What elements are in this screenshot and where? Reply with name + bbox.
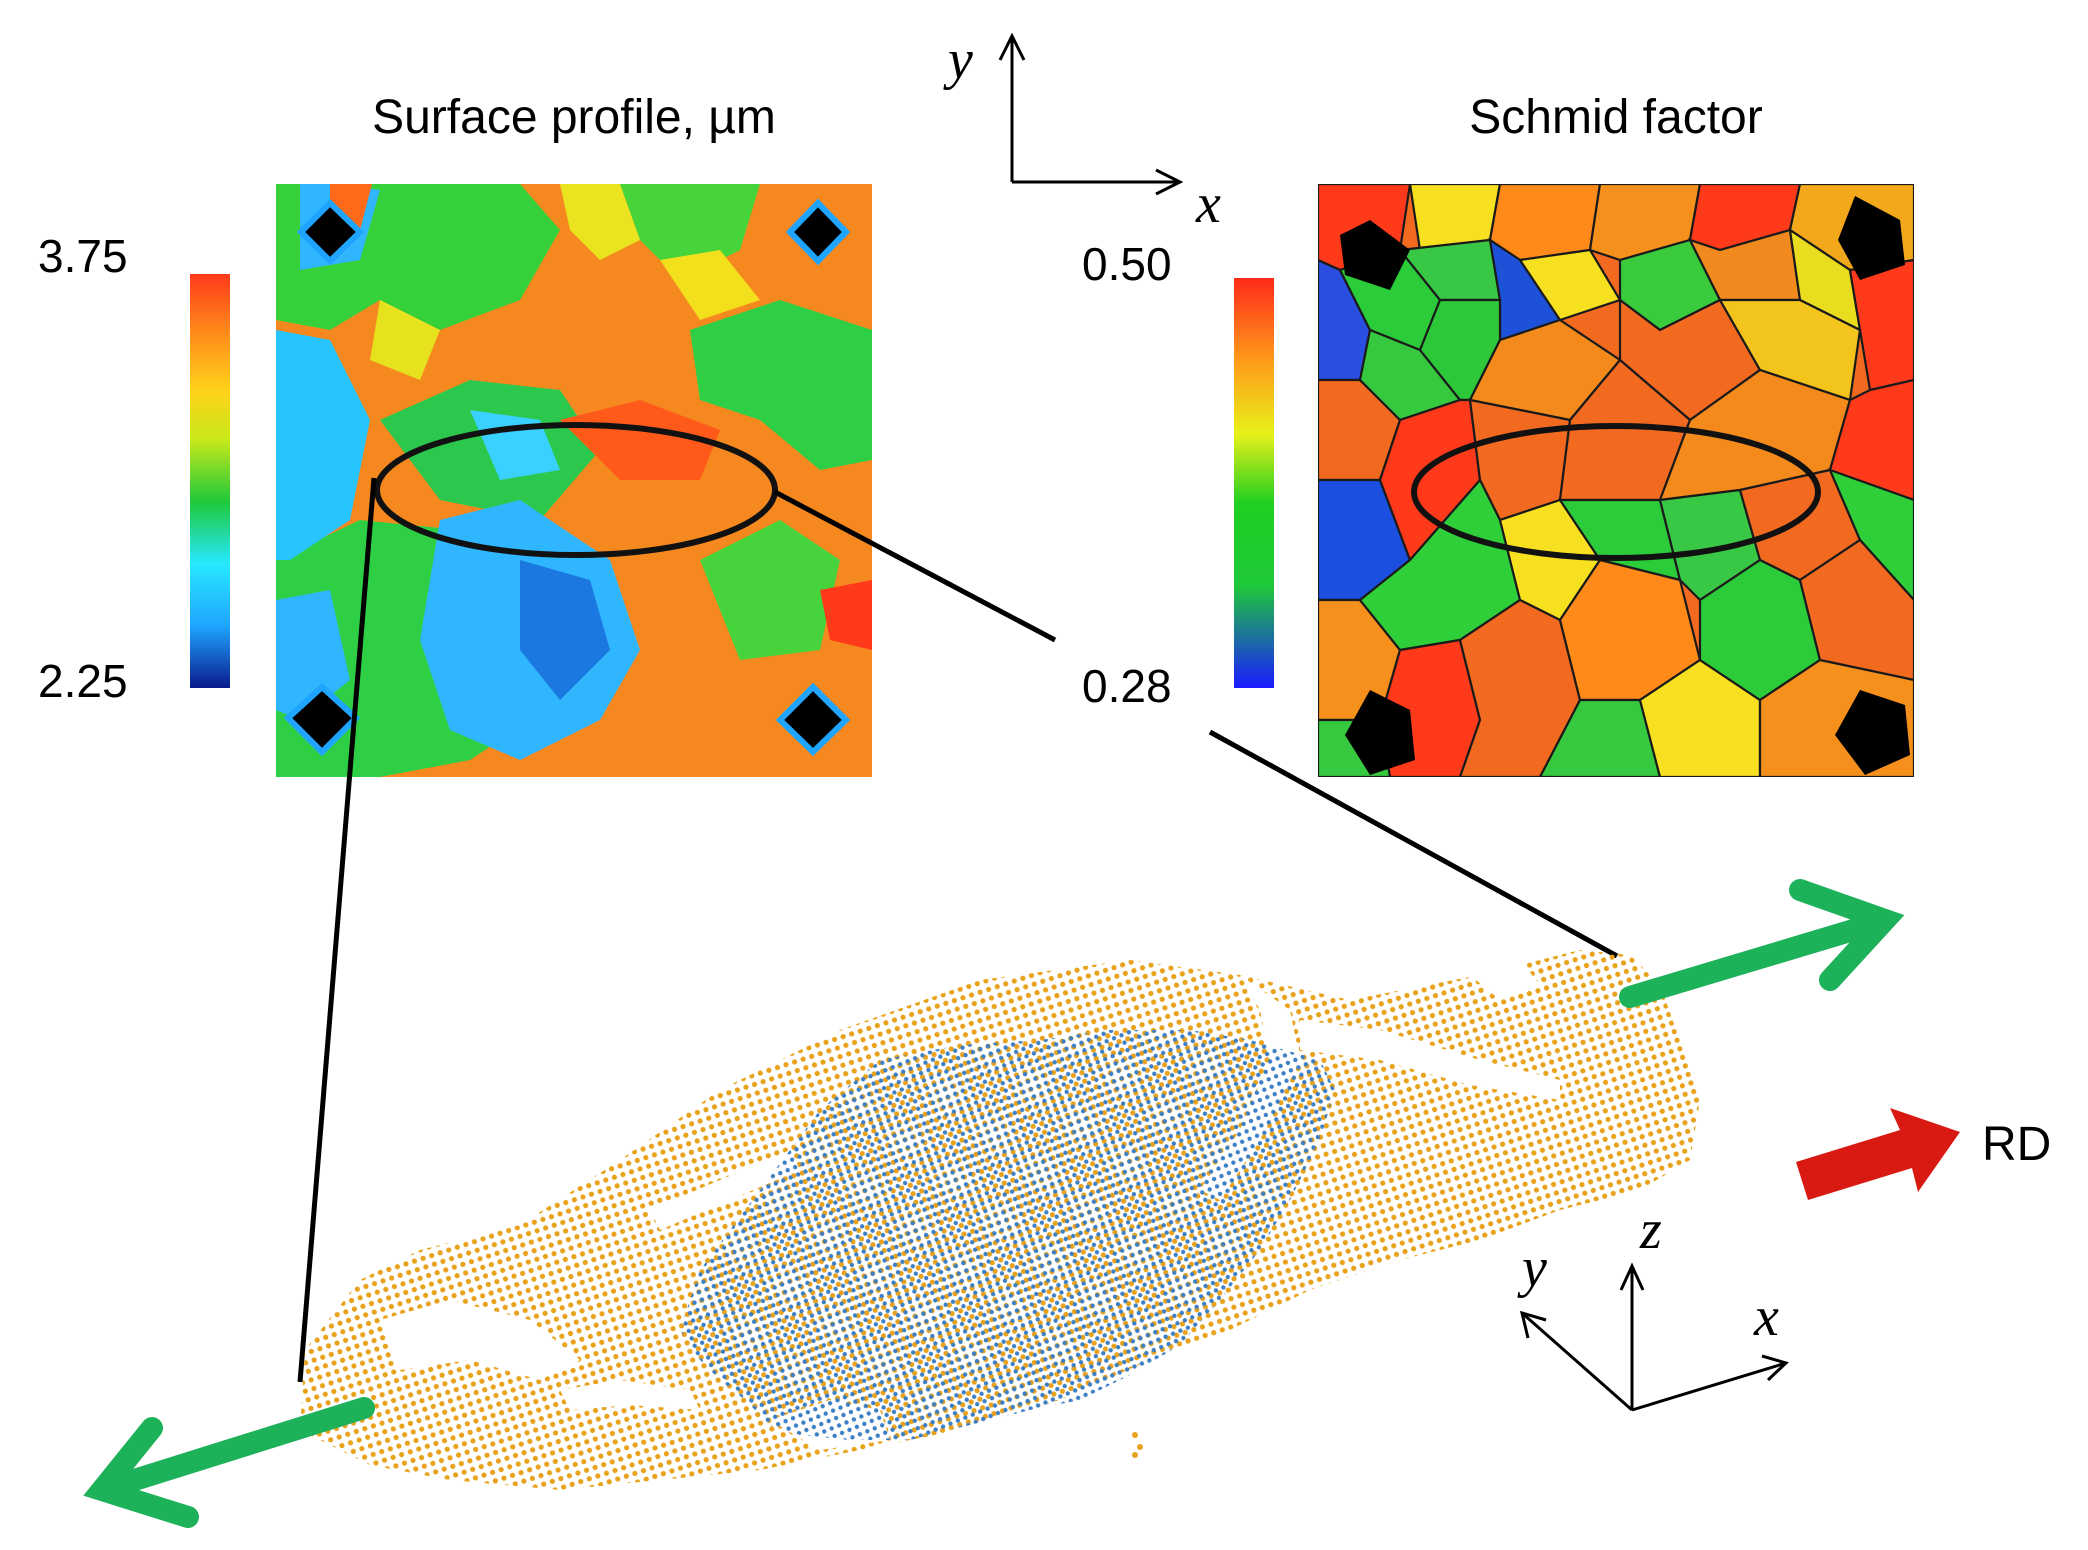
surface-colorbar-max: 3.75 xyxy=(38,230,128,282)
region-ellipse-schmid xyxy=(1411,423,1821,561)
axis-3d-x-label: x xyxy=(1753,1286,1779,1348)
axes-2d-indicator xyxy=(998,32,1184,196)
axis-2d-y-label: y xyxy=(943,29,973,91)
surface-profile-map xyxy=(276,184,872,777)
indent-marks-schmid xyxy=(1340,196,1910,775)
axis-3d-y-label: y xyxy=(1517,1237,1547,1299)
rolling-direction-label: RD xyxy=(1982,1118,2051,1171)
rolling-direction-arrow xyxy=(1796,1108,1960,1200)
surface-profile-title: Surface profile, µm xyxy=(372,91,776,144)
schmid-colorbar-max: 0.50 xyxy=(1082,238,1172,290)
schmid-colorbar-min: 0.28 xyxy=(1082,660,1172,712)
schmid-factor-title: Schmid factor xyxy=(1469,91,1762,144)
grain-point-cloud xyxy=(300,950,1700,1490)
inner-grain-points xyxy=(680,1030,1335,1440)
load-arrow-right xyxy=(1619,879,1905,1008)
axes-3d-indicator xyxy=(1519,1262,1789,1412)
axis-3d-z-label: z xyxy=(1639,1199,1662,1261)
region-ellipse-surface xyxy=(374,422,778,558)
load-arrow-left xyxy=(83,1397,375,1528)
schmid-colorbar xyxy=(1234,278,1274,688)
axis-2d-x-label: x xyxy=(1195,173,1221,235)
zoom-connector-lines xyxy=(297,477,1619,1383)
surface-colorbar-min: 2.25 xyxy=(38,655,128,707)
schmid-factor-map xyxy=(1318,184,1914,777)
indent-marks-surface xyxy=(283,198,851,757)
surface-colorbar xyxy=(190,274,230,688)
